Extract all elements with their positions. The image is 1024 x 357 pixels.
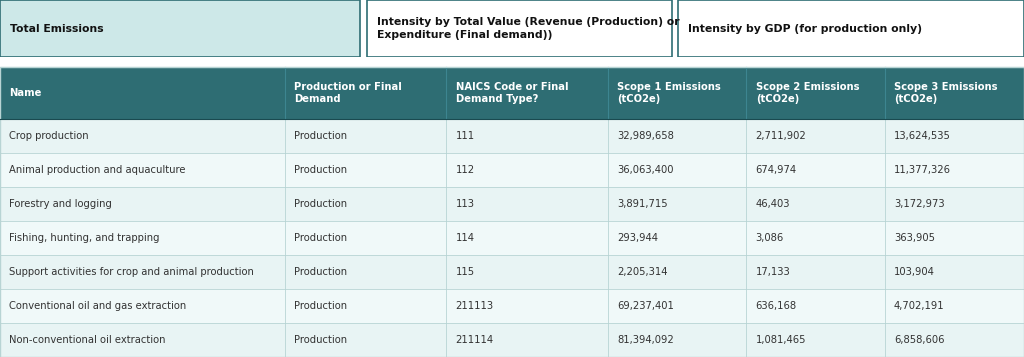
Text: 114: 114 (456, 233, 475, 243)
Bar (0, 119, 1024, 153)
Bar (0, 0, 360, 57)
Text: Production: Production (294, 199, 347, 209)
Bar (0, 323, 1024, 357)
Text: 81,394,092: 81,394,092 (617, 335, 674, 345)
Text: 103,904: 103,904 (894, 267, 935, 277)
Bar (0, 57, 1024, 67)
Text: 363,905: 363,905 (894, 233, 935, 243)
Text: Fishing, hunting, and trapping: Fishing, hunting, and trapping (9, 233, 160, 243)
Bar (0, 289, 1024, 323)
Text: Production: Production (294, 301, 347, 311)
Text: 2,205,314: 2,205,314 (617, 267, 668, 277)
Text: Production: Production (294, 233, 347, 243)
Text: 3,891,715: 3,891,715 (617, 199, 668, 209)
Text: 211114: 211114 (456, 335, 494, 345)
Text: Scope 1 Emissions
(tCO2e): Scope 1 Emissions (tCO2e) (617, 82, 721, 104)
Text: Animal production and aquaculture: Animal production and aquaculture (9, 165, 185, 175)
Text: 111: 111 (456, 131, 475, 141)
Text: 115: 115 (456, 267, 475, 277)
Text: Production: Production (294, 267, 347, 277)
Text: Intensity by Total Value (Revenue (Production) or
Expenditure (Final demand)): Intensity by Total Value (Revenue (Produ… (377, 17, 680, 40)
Text: 3,086: 3,086 (756, 233, 784, 243)
Bar (367, 0, 672, 57)
Text: 69,237,401: 69,237,401 (617, 301, 675, 311)
Bar (0, 255, 1024, 289)
Text: 46,403: 46,403 (756, 199, 791, 209)
Text: 1,081,465: 1,081,465 (756, 335, 806, 345)
Text: 112: 112 (456, 165, 475, 175)
Text: 2,711,902: 2,711,902 (756, 131, 807, 141)
Text: 3,172,973: 3,172,973 (894, 199, 944, 209)
Text: 4,702,191: 4,702,191 (894, 301, 944, 311)
Text: 293,944: 293,944 (617, 233, 658, 243)
Text: Scope 2 Emissions
(tCO2e): Scope 2 Emissions (tCO2e) (756, 82, 859, 104)
Text: 211113: 211113 (456, 301, 494, 311)
Text: Non-conventional oil extraction: Non-conventional oil extraction (9, 335, 166, 345)
Text: Production: Production (294, 335, 347, 345)
Text: Production or Final
Demand: Production or Final Demand (294, 82, 401, 104)
Text: Crop production: Crop production (9, 131, 89, 141)
Text: 674,974: 674,974 (756, 165, 797, 175)
Text: 13,624,535: 13,624,535 (894, 131, 951, 141)
Text: 11,377,326: 11,377,326 (894, 165, 951, 175)
Text: Forestry and logging: Forestry and logging (9, 199, 112, 209)
Text: Production: Production (294, 165, 347, 175)
Text: Production: Production (294, 131, 347, 141)
Bar (0, 67, 1024, 357)
Bar (0, 153, 1024, 187)
Bar (0, 67, 1024, 119)
Text: Scope 3 Emissions
(tCO2e): Scope 3 Emissions (tCO2e) (894, 82, 997, 104)
Text: Intensity by GDP (for production only): Intensity by GDP (for production only) (688, 24, 923, 34)
Bar (0, 221, 1024, 255)
Text: 17,133: 17,133 (756, 267, 791, 277)
Text: 113: 113 (456, 199, 475, 209)
Text: 6,858,606: 6,858,606 (894, 335, 944, 345)
Text: Total Emissions: Total Emissions (10, 24, 103, 34)
Text: NAICS Code or Final
Demand Type?: NAICS Code or Final Demand Type? (456, 82, 568, 104)
Text: 32,989,658: 32,989,658 (617, 131, 675, 141)
Text: 36,063,400: 36,063,400 (617, 165, 674, 175)
Text: 636,168: 636,168 (756, 301, 797, 311)
Text: Conventional oil and gas extraction: Conventional oil and gas extraction (9, 301, 186, 311)
Text: Name: Name (9, 88, 42, 98)
Bar (678, 0, 1024, 57)
Bar (0, 187, 1024, 221)
Text: Support activities for crop and animal production: Support activities for crop and animal p… (9, 267, 254, 277)
